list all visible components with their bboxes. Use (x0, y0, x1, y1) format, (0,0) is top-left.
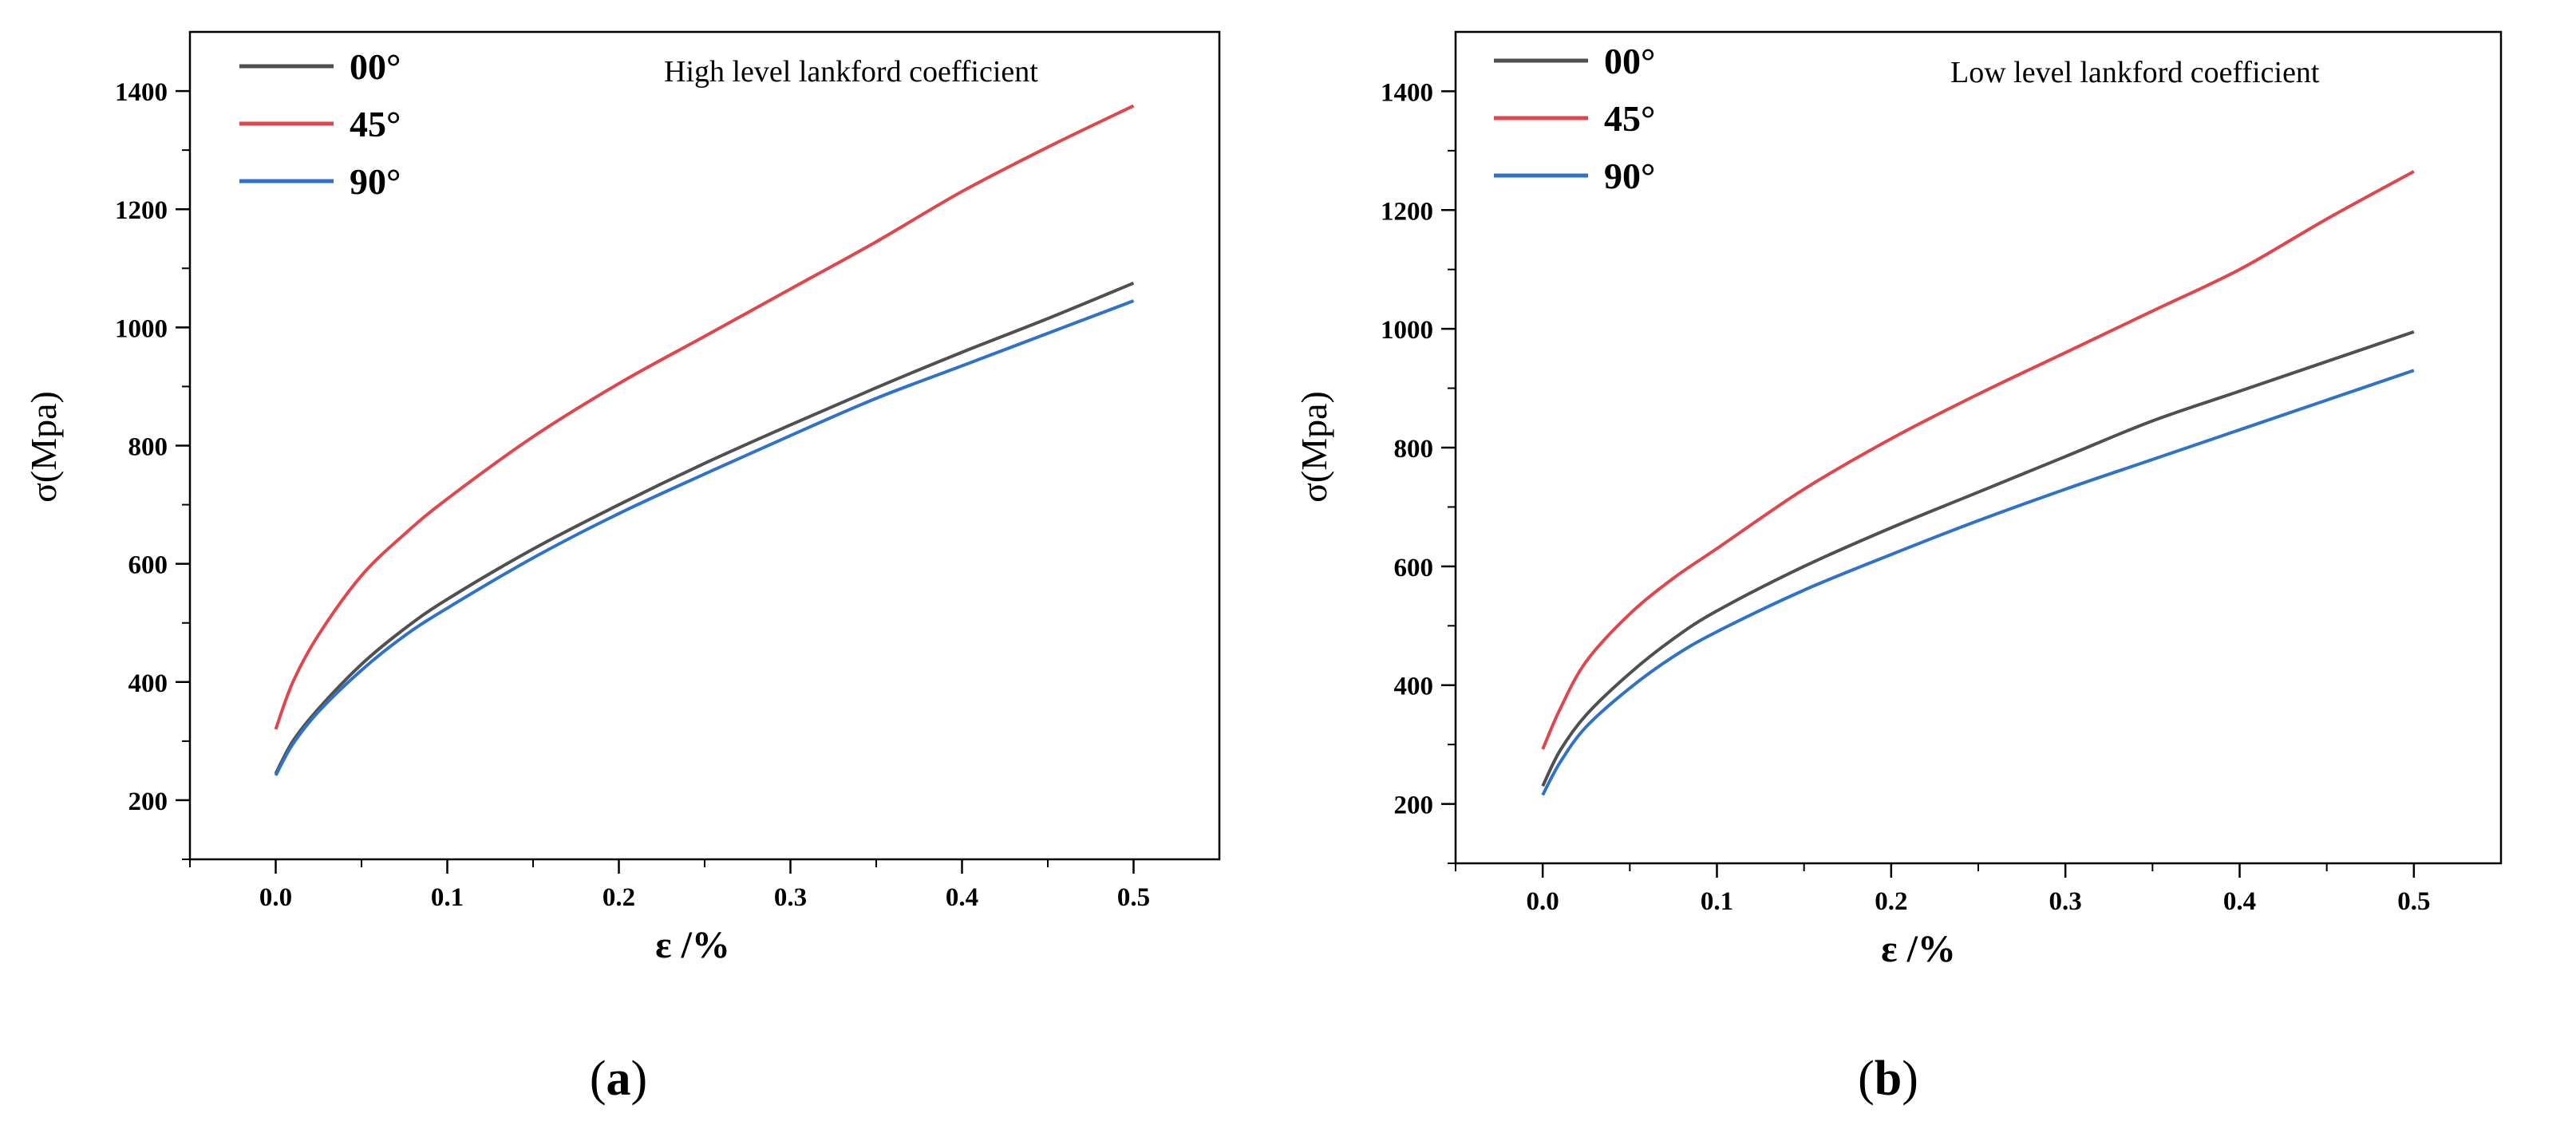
x-axis-label: ε /% (1881, 928, 1956, 970)
series-line-2 (1541, 369, 2415, 796)
x-tick-label: 0.1 (1701, 887, 1733, 916)
x-tick-label: 0.4 (946, 883, 978, 912)
y-tick-label: 1000 (115, 314, 168, 343)
series-line-0 (274, 281, 1135, 775)
y-tick-label: 1400 (115, 78, 168, 107)
x-tick-label: 0.2 (1875, 887, 1907, 916)
y-tick-label: 800 (128, 433, 168, 462)
chart-b: 0.0 0.1 0.2 0.3 0.4 0.5 200 400 600 800 1000 1200 14… (1294, 30, 2503, 1106)
y-tick-label: 400 (128, 669, 168, 698)
x-tick-label: 0.1 (431, 883, 464, 912)
panel-caption: (a) (590, 1052, 647, 1106)
y-tick-label: 600 (128, 551, 168, 580)
legend-label: 00° (1604, 41, 1655, 81)
legend-label: 00° (350, 46, 401, 87)
y-tick-label: 1400 (1381, 78, 1433, 107)
y-tick-label: 600 (1394, 554, 1434, 582)
panel-caption: (b) (1858, 1052, 1918, 1106)
x-tick-label: 0.2 (603, 883, 635, 912)
x-tick-label: 0.0 (1527, 887, 1559, 916)
chart-panel-b: 0.0 0.1 0.2 0.3 0.4 0.5 200 400 600 800 1000 1200 14… (1288, 0, 2576, 1129)
x-tick-label: 0.5 (2397, 887, 2430, 916)
y-tick-label: 800 (1394, 435, 1434, 464)
x-tick-label: 0.3 (774, 883, 807, 912)
legend-label: 90° (350, 161, 401, 202)
x-axis-label: ε /% (655, 924, 730, 966)
plot-frame (188, 30, 1221, 861)
y-tick-label: 1200 (1381, 197, 1433, 226)
x-tick-label: 0.5 (1117, 883, 1150, 912)
x-tick-label: 0.0 (259, 883, 292, 912)
y-tick-label: 1200 (115, 196, 168, 225)
legend-label: 45° (350, 104, 401, 144)
series-line-1 (1541, 170, 2415, 750)
x-tick-label: 0.4 (2223, 887, 2256, 916)
y-tick-label: 200 (1394, 791, 1434, 820)
series-line-1 (274, 104, 1135, 730)
chart-annotation: High level lankford coefficient (664, 55, 1038, 89)
chart-panel-a: 0.0 0.1 0.2 0.3 0.4 0.5 200 400 600 800 1000 1200 14… (23, 30, 1221, 1106)
series-line-2 (274, 299, 1135, 776)
y-tick-label: 400 (1394, 673, 1434, 701)
legend-label: 90° (1604, 156, 1655, 196)
chart-annotation: Low level lankford coefficient (1950, 56, 2320, 89)
chart-a: 0.0 0.1 0.2 0.3 0.4 0.5 200 400 600 800 1000 1200 14… (23, 30, 1221, 1106)
y-axis-label: σ(Mpa) (1294, 391, 1334, 503)
series-line-0 (1541, 330, 2415, 788)
x-tick-label: 0.3 (2049, 887, 2082, 916)
y-tick-label: 1000 (1381, 316, 1433, 345)
y-axis-label: σ(Mpa) (23, 391, 64, 503)
legend-label: 45° (1604, 98, 1655, 139)
y-tick-label: 200 (128, 788, 168, 816)
